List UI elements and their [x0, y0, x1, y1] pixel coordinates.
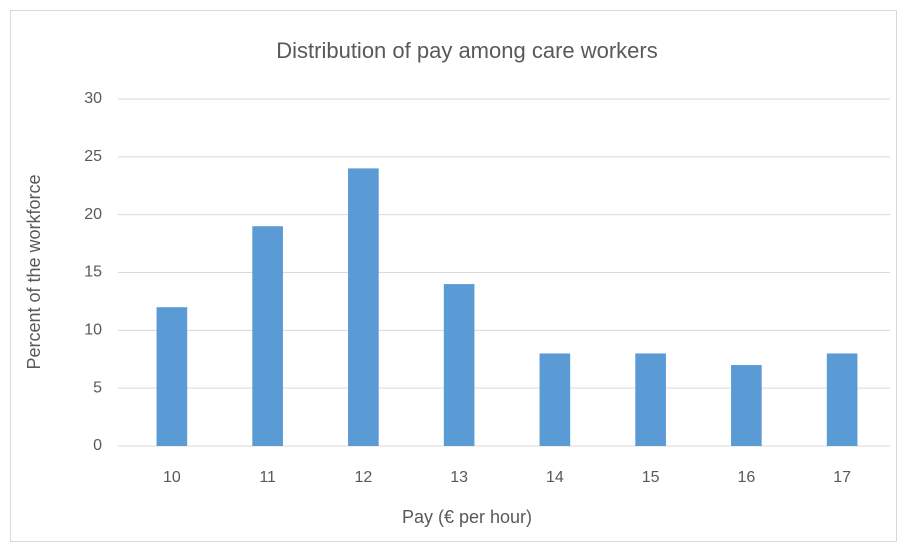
- y-tick-label: 20: [84, 206, 102, 223]
- y-tick-label: 0: [93, 437, 102, 454]
- y-tick-label: 10: [84, 322, 102, 339]
- x-tick-label: 17: [833, 469, 851, 486]
- x-axis-label: Pay (€ per hour): [402, 507, 532, 527]
- x-tick-label: 12: [354, 469, 372, 486]
- y-tick-label: 30: [84, 90, 102, 107]
- bar: [156, 307, 188, 446]
- y-tick-label: 25: [84, 148, 102, 165]
- y-axis-label: Percent of the workforce: [24, 174, 44, 369]
- bar: [635, 353, 666, 446]
- chart-border: [10, 10, 897, 542]
- bar: [252, 226, 283, 446]
- chart-title: Distribution of pay among care workers: [276, 38, 658, 63]
- y-tick-label: 15: [84, 264, 102, 281]
- x-tick-label: 10: [163, 469, 181, 486]
- bar: [731, 365, 762, 446]
- x-tick-label: 13: [450, 469, 468, 486]
- bar: [348, 168, 379, 446]
- bar: [443, 284, 475, 446]
- x-tick-label: 16: [737, 469, 755, 486]
- x-tick-label: 11: [259, 469, 276, 486]
- x-tick-label: 14: [546, 469, 564, 486]
- x-tick-label: 15: [642, 469, 660, 486]
- y-tick-label: 5: [93, 379, 102, 396]
- bar: [539, 353, 571, 446]
- bar: [826, 353, 858, 446]
